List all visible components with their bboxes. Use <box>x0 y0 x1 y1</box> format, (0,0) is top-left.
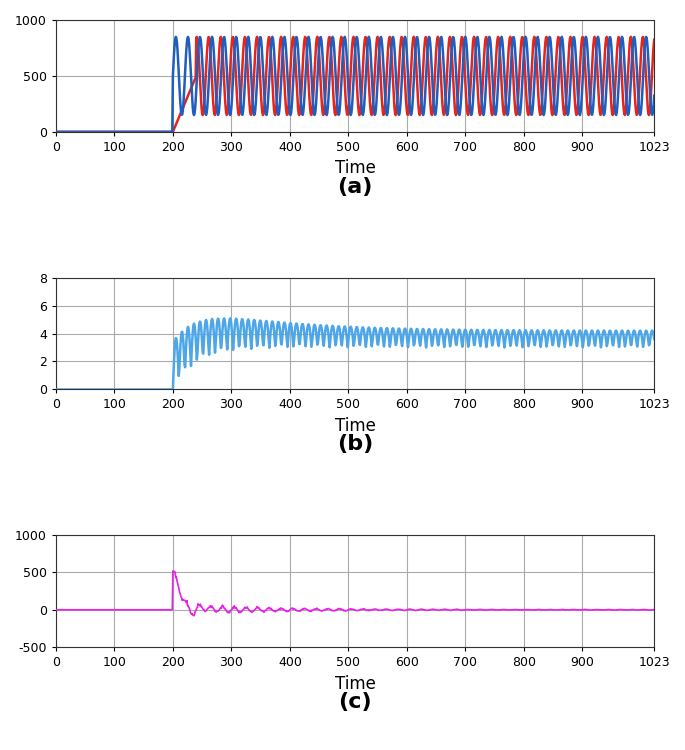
X-axis label: Time: Time <box>334 417 375 435</box>
Text: (c): (c) <box>338 692 372 712</box>
Text: (a): (a) <box>337 176 373 197</box>
X-axis label: Time: Time <box>334 675 375 693</box>
Text: (b): (b) <box>337 434 373 454</box>
X-axis label: Time: Time <box>334 160 375 178</box>
